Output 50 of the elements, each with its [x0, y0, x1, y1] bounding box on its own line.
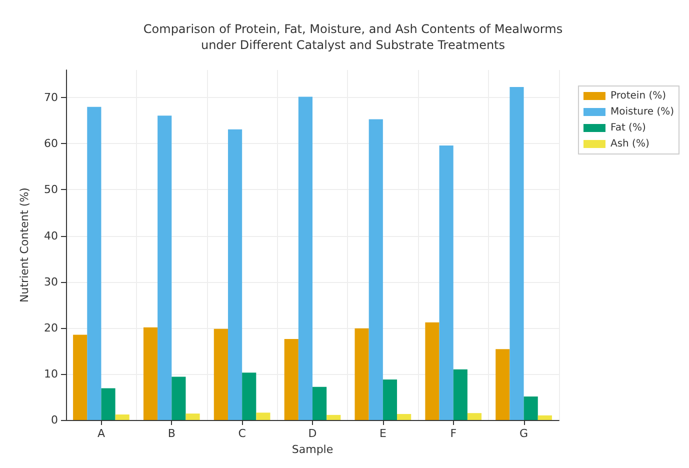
x-axis-title: Sample — [292, 442, 334, 456]
x-tick-label: A — [97, 427, 106, 440]
x-tick-label: B — [168, 427, 176, 440]
legend-label: Fat (%) — [610, 122, 646, 134]
legend-label: Moisture (%) — [610, 106, 674, 118]
bar — [354, 328, 369, 420]
y-tick-label: 20 — [44, 321, 58, 334]
bar — [397, 414, 412, 420]
x-tick-label: F — [450, 427, 457, 440]
bar — [87, 106, 102, 420]
y-tick-label: 60 — [44, 137, 58, 150]
bar — [453, 369, 468, 420]
y-tick-label: 30 — [44, 275, 58, 288]
bar — [368, 119, 383, 420]
x-tick-label: E — [379, 427, 386, 440]
bar — [524, 396, 538, 420]
bar — [228, 129, 242, 420]
y-tick-label: 70 — [44, 91, 58, 104]
bar — [439, 146, 454, 420]
bar — [73, 334, 88, 420]
x-tick-label: G — [520, 427, 528, 440]
bar — [172, 376, 186, 420]
bar — [143, 327, 158, 420]
chart-title: Comparison of Protein, Fat, Moisture, and Ash Contents of Mealworms under Different Catalyst and Substrate Treatments — [143, 22, 563, 52]
bar — [496, 349, 510, 420]
bar — [284, 338, 298, 420]
bar — [538, 415, 552, 420]
bar — [425, 322, 440, 420]
y-tick-label: 40 — [44, 229, 58, 242]
y-tick-label: 10 — [44, 367, 58, 380]
legend-label: Protein (%) — [610, 90, 666, 102]
bar — [382, 379, 398, 420]
y-tick-label: 50 — [44, 183, 58, 196]
bar — [115, 414, 130, 420]
bar — [242, 372, 256, 420]
x-tick-label: D — [308, 427, 317, 440]
y-tick-label: 0 — [51, 414, 58, 426]
bar — [467, 413, 482, 420]
bar — [158, 116, 172, 420]
bar — [298, 96, 312, 420]
y-axis-title: Nutrient Content (%) — [18, 188, 31, 302]
bar — [256, 412, 270, 420]
bar — [312, 386, 327, 420]
bar — [326, 414, 341, 420]
bar — [510, 87, 524, 420]
legend-label: Ash (%) — [610, 138, 650, 150]
bar — [214, 328, 228, 420]
bar — [186, 414, 200, 420]
x-tick-label: C — [238, 427, 246, 440]
bar — [101, 388, 116, 420]
